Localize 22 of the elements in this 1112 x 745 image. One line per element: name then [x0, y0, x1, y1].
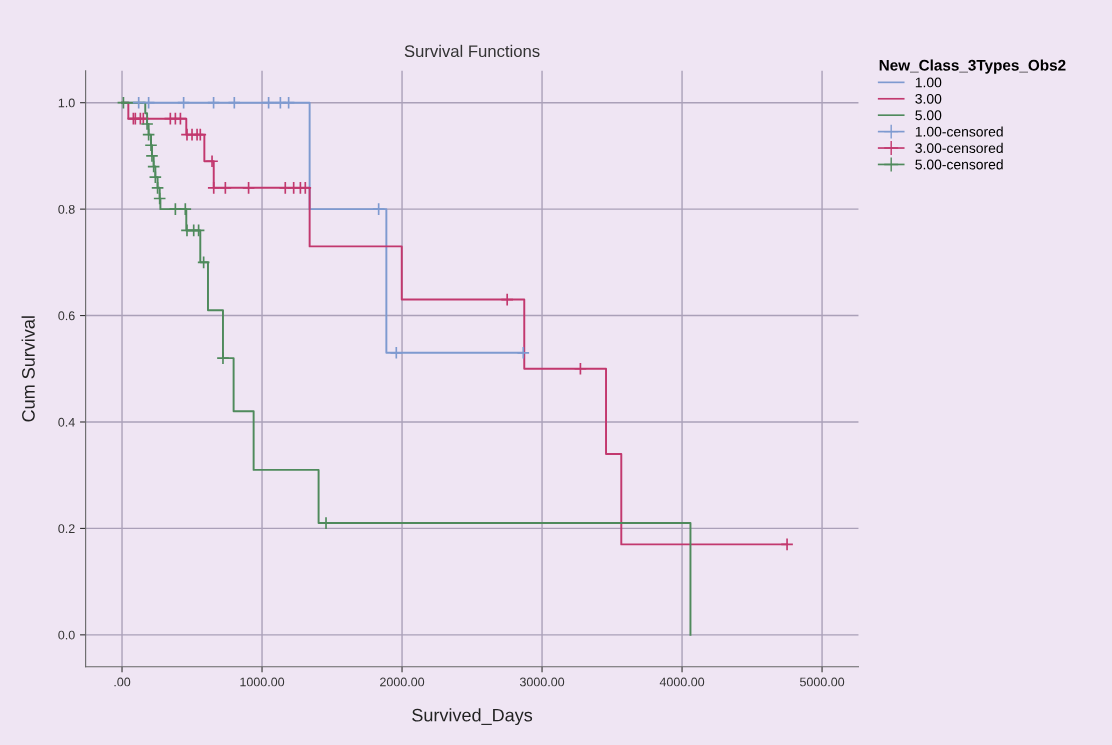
y-tick-label: 0.8	[58, 204, 75, 214]
x-tick-label: 1000.00	[240, 677, 285, 687]
y-tick-label: 0.4	[58, 417, 75, 427]
x-tick-label: 5000.00	[799, 677, 845, 687]
y-tick-label: 0.2	[58, 524, 75, 534]
y-axis-title: Cum Survival	[21, 316, 35, 422]
y-tick-label: 1.0	[58, 98, 75, 108]
chart-title: Survival Functions	[404, 44, 540, 58]
x-tick-label: .00	[114, 677, 131, 687]
y-tick-label: 0.0	[58, 630, 75, 640]
legend-label: 5.00	[915, 110, 942, 121]
legend-label: 3.00-censored	[915, 142, 1003, 154]
legend-label: 1.00	[915, 77, 942, 88]
legend-label: 3.00	[915, 93, 942, 104]
legend-label: 1.00-censored	[915, 126, 1003, 137]
y-tick-label: 0.6	[58, 311, 75, 321]
x-axis-title: Survived_Days	[412, 708, 533, 726]
legend-label: 5.00-censored	[915, 159, 1003, 170]
legend-title: New_Class_3Types_Obs2	[879, 59, 1066, 74]
x-tick-label: 4000.00	[659, 677, 705, 687]
x-tick-label: 3000.00	[519, 677, 565, 687]
x-tick-label: 2000.00	[380, 677, 425, 687]
